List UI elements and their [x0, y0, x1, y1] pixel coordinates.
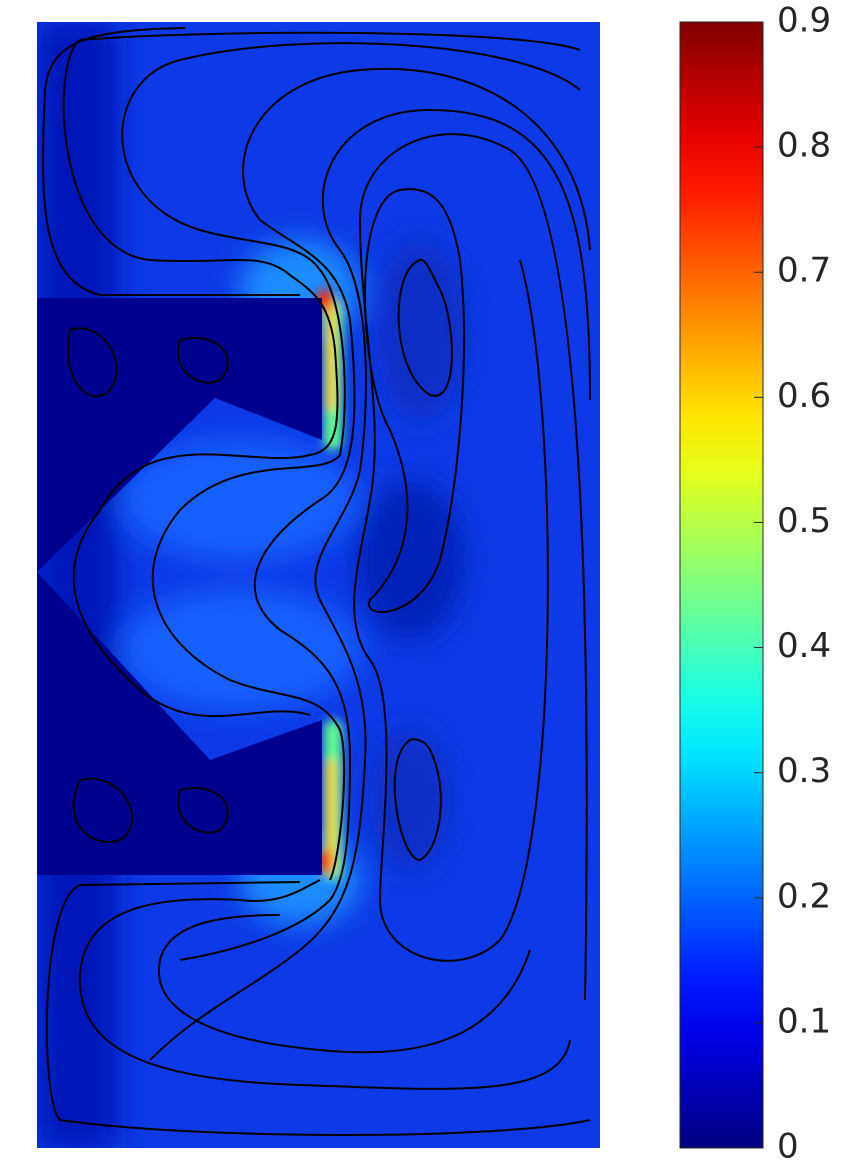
colorbar-ticks: 0 0.1 0.2 0.3 0.4 0.5 0.6 0.7 0.8 0.9 [754, 1, 831, 1167]
colorbar-tick-label: 0.8 [777, 126, 831, 166]
colorbar-tick-label: 0.2 [777, 876, 831, 916]
colorbar-tick-label: 0.3 [777, 751, 831, 791]
colorbar-tick-label: 0.6 [777, 376, 831, 416]
colorbar-tick-label: 0.1 [777, 1001, 831, 1041]
colorbar-tick-label: 0.9 [777, 1, 831, 41]
field-background [37, 22, 600, 1148]
colorbar [679, 21, 764, 1149]
colorbar-tick-label: 0 [777, 1127, 799, 1167]
streamlines [42, 27, 591, 1136]
colorbar-tick-label: 0.7 [777, 251, 831, 291]
colorbar-tick-label: 0.5 [777, 501, 831, 541]
colorbar-tick-label: 0.4 [777, 626, 831, 666]
obstacle [37, 298, 322, 875]
field [37, 22, 600, 1148]
